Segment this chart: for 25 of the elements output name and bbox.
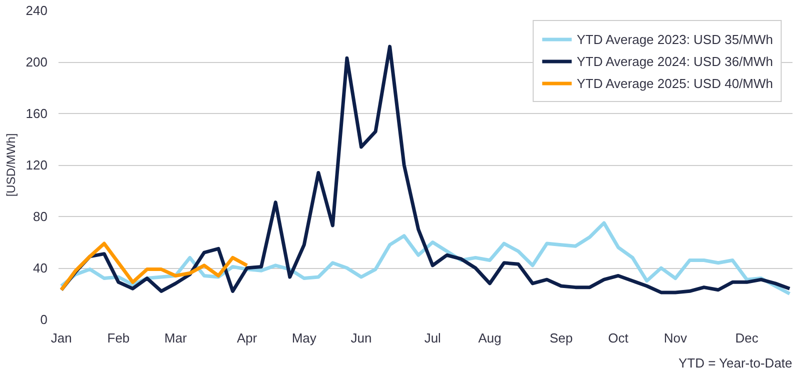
x-tick-label: Sep <box>550 330 573 346</box>
legend-label: YTD Average 2025: USD 40/MWh <box>576 76 773 90</box>
x-tick-label: Nov <box>664 330 688 346</box>
y-tick-label: 160 <box>26 106 48 121</box>
line-series <box>60 242 249 292</box>
y-tick-label: 200 <box>26 54 48 70</box>
y-tick-label: 80 <box>33 209 48 224</box>
y-tick-label: 240 <box>26 3 48 18</box>
y-tick-label: 0 <box>40 312 48 327</box>
x-tick-label: May <box>292 330 317 346</box>
legend-label: YTD Average 2023: USD 35/MWh <box>576 32 773 46</box>
y-tick-label: 120 <box>26 158 48 172</box>
x-tick-label: Feb <box>107 330 130 346</box>
text: YTD = Year-to-Date <box>678 356 792 370</box>
x-tick-label: Jun <box>350 330 372 346</box>
x-tick-label: Jul <box>424 330 442 346</box>
x-tick-label: Apr <box>236 330 258 346</box>
x-tick-label: Mar <box>164 330 188 346</box>
y-tick-label: 40 <box>33 260 48 276</box>
x-tick-label: Dec <box>735 330 759 346</box>
y-axis-title: [USD/MWh] <box>4 133 18 197</box>
x-tick-label: Jan <box>50 330 72 346</box>
x-tick-label: Oct <box>608 330 629 346</box>
x-tick-label: Aug <box>478 330 502 346</box>
legend-label: YTD Average 2024: USD 36/MWh <box>576 54 773 68</box>
